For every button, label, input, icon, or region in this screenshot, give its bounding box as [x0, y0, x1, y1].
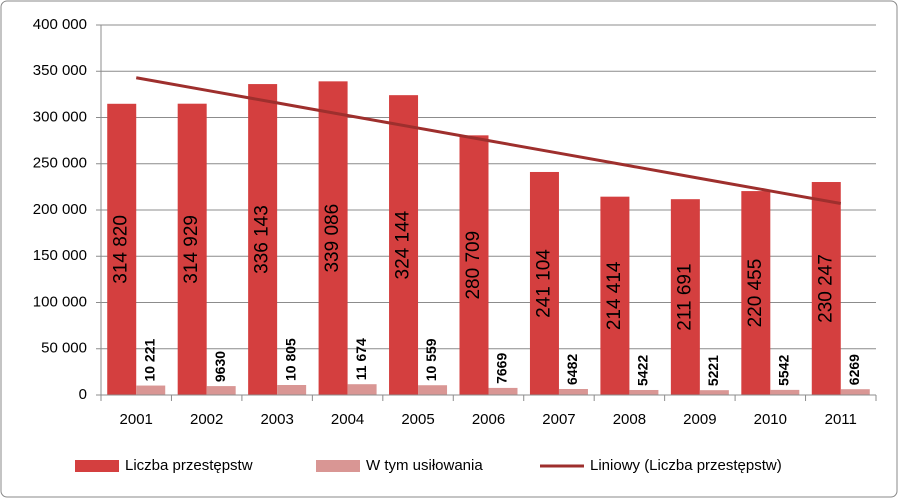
- bar: [389, 95, 419, 395]
- data-label: 336 143: [252, 205, 273, 274]
- bar: [811, 182, 841, 395]
- y-tick-label: 50 000: [41, 340, 87, 357]
- legend-label: Liniowy (Liczba przestępstw): [590, 457, 782, 474]
- bar: [177, 103, 207, 395]
- legend-label: W tym usiłowania: [366, 457, 483, 474]
- bar: [107, 103, 137, 395]
- bar: [488, 387, 518, 395]
- data-label: 6482: [564, 354, 580, 385]
- x-tick-label: 2011: [825, 411, 857, 428]
- x-tick-label: 2007: [542, 411, 575, 428]
- bar: [248, 84, 278, 396]
- bar: [558, 389, 588, 395]
- data-label: 6269: [846, 354, 862, 385]
- y-tick-label: 0: [79, 386, 87, 403]
- x-tick-label: 2010: [754, 411, 787, 428]
- bar: [770, 389, 800, 395]
- bar: [840, 389, 870, 395]
- data-label: 10 805: [282, 338, 298, 381]
- bar: [418, 385, 448, 395]
- bar: [629, 389, 659, 395]
- data-label: 5422: [635, 355, 651, 386]
- data-label: 220 455: [745, 259, 766, 328]
- y-tick-label: 250 000: [33, 155, 87, 172]
- bar: [529, 171, 559, 395]
- bar: [741, 191, 771, 395]
- data-label: 5221: [705, 355, 721, 386]
- x-tick-label: 2008: [613, 411, 646, 428]
- bar: [318, 81, 348, 395]
- data-label: 10 221: [141, 339, 157, 382]
- x-tick-label: 2006: [472, 411, 505, 428]
- bar: [136, 385, 166, 395]
- data-label: 314 929: [181, 215, 202, 284]
- data-label: 7669: [494, 353, 510, 384]
- x-tick-label: 2001: [120, 411, 153, 428]
- data-label: 9630: [212, 351, 228, 382]
- bar: [459, 135, 489, 395]
- y-tick-label: 100 000: [33, 293, 87, 310]
- bar: [206, 386, 236, 395]
- data-label: 241 104: [533, 249, 554, 318]
- y-tick-label: 300 000: [33, 108, 87, 125]
- bar: [670, 199, 700, 395]
- x-tick-label: 2009: [683, 411, 716, 428]
- data-label: 230 247: [815, 254, 836, 323]
- data-label: 339 086: [322, 204, 343, 273]
- data-label: 280 709: [463, 231, 484, 300]
- data-label: 10 559: [423, 338, 439, 381]
- x-tick-label: 2003: [260, 411, 293, 428]
- legend-swatch: [316, 460, 360, 472]
- data-label: 324 144: [393, 210, 414, 279]
- data-label: 5542: [776, 355, 792, 386]
- legend-label: Liczba przestępstw: [125, 457, 253, 474]
- y-tick-label: 350 000: [33, 62, 87, 79]
- y-tick-label: 200 000: [33, 201, 87, 218]
- data-label: 214 414: [604, 261, 625, 330]
- bar: [277, 385, 307, 395]
- bar: [699, 390, 729, 395]
- trend-line: [135, 76, 842, 206]
- data-label: 211 691: [674, 263, 695, 330]
- x-tick-label: 2002: [190, 411, 223, 428]
- legend-swatch: [75, 460, 119, 472]
- x-tick-label: 2004: [331, 411, 364, 428]
- data-label: 314 820: [111, 215, 132, 284]
- bar: [347, 384, 377, 395]
- data-label: 11 674: [353, 338, 369, 380]
- y-tick-label: 400 000: [33, 16, 87, 33]
- y-tick-label: 150 000: [33, 247, 87, 264]
- x-tick-label: 2005: [401, 411, 434, 428]
- bar: [600, 196, 630, 395]
